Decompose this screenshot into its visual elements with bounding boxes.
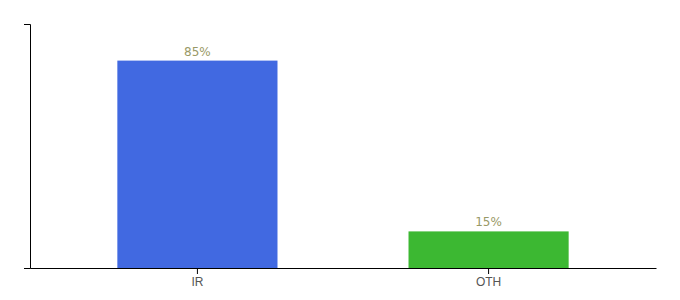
x-tick: OTH — [476, 268, 501, 289]
chart-container: IR OTH 85% 15% — [0, 0, 680, 300]
bars — [117, 61, 568, 268]
data-label: 85% — [184, 45, 211, 59]
x-tick-label: OTH — [476, 275, 501, 289]
x-axis: IR OTH — [31, 268, 657, 289]
data-labels: 85% 15% — [184, 45, 502, 230]
y-axis — [24, 25, 31, 269]
x-tick: IR — [191, 268, 203, 289]
bar — [117, 61, 277, 268]
plot-area: IR OTH 85% 15% — [24, 25, 657, 289]
x-tick-mark — [197, 268, 198, 274]
x-tick-mark — [488, 268, 489, 274]
x-axis-line — [31, 268, 657, 269]
x-tick-label: IR — [191, 275, 203, 289]
y-axis-line — [24, 25, 31, 269]
chart-svg: IR OTH 85% 15% — [0, 0, 680, 300]
data-label: 15% — [475, 215, 502, 229]
bar — [409, 231, 569, 268]
